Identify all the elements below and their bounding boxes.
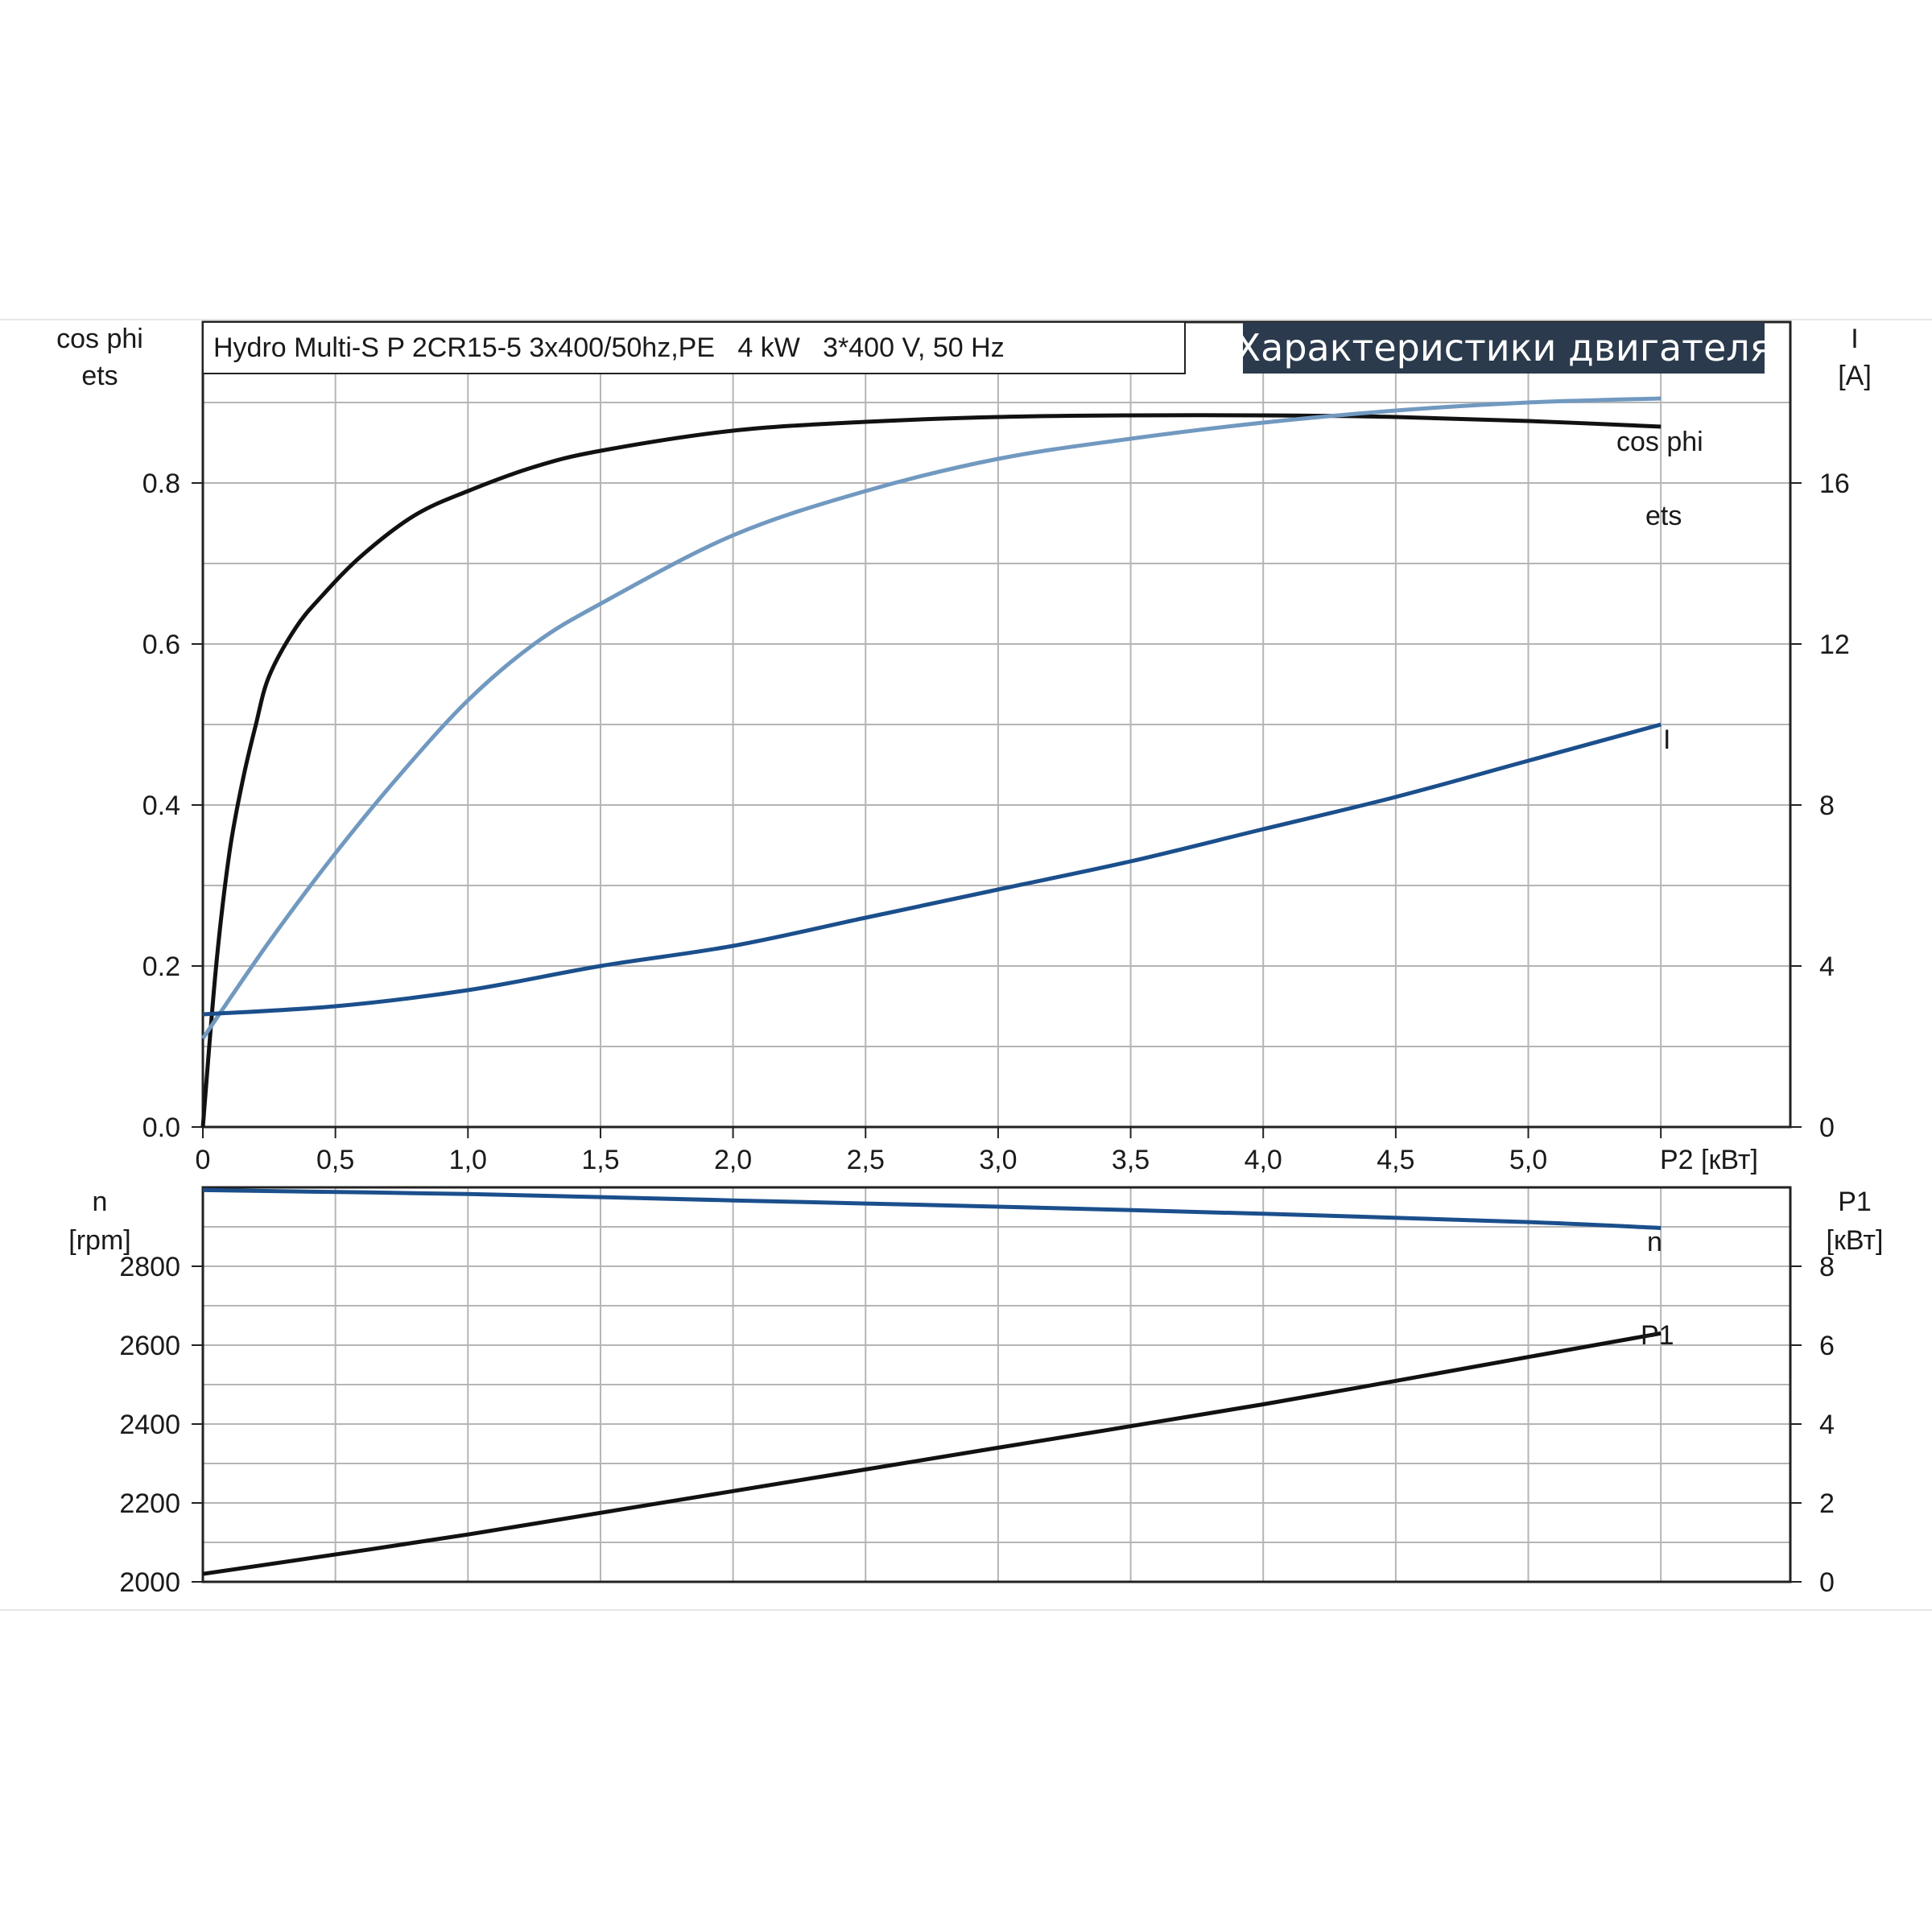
right-tick-label: 8: [1819, 1252, 1835, 1282]
right-tick-label: 4: [1819, 952, 1835, 982]
left-axis-label-rpm: [rpm]: [68, 1225, 130, 1256]
x-tick-label: 2,5: [847, 1145, 885, 1175]
series-line-ets: [200, 413, 1662, 1128]
left-tick-label: 2800: [119, 1252, 180, 1282]
right-tick-label: 2: [1819, 1488, 1835, 1519]
x-tick-label: 1,5: [581, 1145, 619, 1175]
left-tick-label: 2400: [119, 1410, 180, 1440]
left-axis-label-cos-phi: cos phi: [56, 324, 143, 354]
upper-right-axis-label: I [A]: [1838, 324, 1872, 391]
x-tick-label: 3,0: [979, 1145, 1017, 1175]
upper-gridlines: [203, 321, 1790, 1127]
series-line-n: [202, 1187, 1662, 1230]
chart-title: Hydro Multi-S P 2CR15-5 3x400/50hz,PE 4 …: [213, 332, 1005, 363]
lower-right-tick-labels: 0 2 4 6 8: [1790, 1252, 1835, 1598]
left-tick-label: 0.4: [142, 791, 180, 821]
right-axis-label-P1: P1: [1838, 1187, 1872, 1217]
x-tick-labels: 0 0,5 1,0 1,5 2,0 2,5 3,0 3,5 4,0 4,5 5,0: [196, 1127, 1662, 1175]
left-tick-label: 0.2: [142, 952, 180, 982]
x-axis-label: P2 [кВт]: [1660, 1145, 1758, 1175]
right-tick-label: 0: [1819, 1567, 1835, 1598]
upper-left-tick-labels: 0.0 0.2 0.4 0.6 0.8: [142, 469, 203, 1143]
series-label-n: n: [1647, 1227, 1662, 1257]
left-tick-label: 2600: [119, 1331, 180, 1361]
lower-right-axis-label: P1 [кВт]: [1827, 1187, 1884, 1256]
x-tick-label: 0,5: [316, 1145, 354, 1175]
x-tick-label: 0: [196, 1145, 211, 1175]
x-tick-label: 5,0: [1509, 1145, 1547, 1175]
x-tick-label: 1,0: [449, 1145, 487, 1175]
lower-plot-frame: [201, 1186, 1792, 1583]
right-axis-label-I: I: [1851, 324, 1858, 354]
lower-left-axis-label: n [rpm]: [68, 1187, 130, 1256]
right-tick-label: 6: [1819, 1331, 1835, 1361]
x-tick-label: 4,0: [1245, 1145, 1282, 1175]
right-tick-label: 16: [1819, 469, 1850, 499]
x-tick-label: 3,5: [1112, 1145, 1150, 1175]
right-tick-label: 8: [1819, 791, 1835, 821]
title-box-frame: [202, 321, 1186, 374]
left-axis-label-ets: ets: [81, 361, 118, 391]
right-tick-label: 4: [1819, 1410, 1835, 1440]
right-axis-label-kw: [кВт]: [1827, 1225, 1884, 1256]
upper-left-axis-label: cos phi ets: [56, 324, 143, 391]
series-label-cos-phi: cos phi: [1616, 427, 1703, 457]
lower-series-lines: [202, 1187, 1662, 1576]
upper-right-tick-labels: 0 4 8 12 16: [1790, 469, 1850, 1143]
lower-gridlines: [203, 1187, 1790, 1582]
right-tick-label: 12: [1819, 630, 1850, 660]
left-tick-label: 0.6: [142, 630, 180, 660]
series-line-p1: [202, 1331, 1662, 1576]
series-line-i: [202, 722, 1662, 1017]
series-line-cos-phi: [200, 396, 1662, 1040]
x-tick-label: 4,5: [1377, 1145, 1414, 1175]
banner-title: Характеристики двигателя: [1236, 326, 1773, 369]
left-tick-label: 0.0: [142, 1113, 180, 1143]
left-tick-label: 2000: [119, 1567, 180, 1598]
series-label-I: I: [1663, 724, 1670, 755]
banner-background: [1243, 322, 1765, 374]
x-tick-label: 2,0: [714, 1145, 752, 1175]
series-label-ets: ets: [1645, 501, 1682, 531]
upper-series-lines: [200, 396, 1662, 1128]
right-axis-label-A: [A]: [1838, 361, 1872, 391]
left-axis-label-n: n: [93, 1187, 108, 1217]
left-tick-label: 0.8: [142, 469, 180, 499]
series-label-P1: P1: [1641, 1320, 1674, 1351]
left-tick-label: 2200: [119, 1488, 180, 1519]
banner: Характеристики двигателя: [1236, 322, 1773, 374]
right-tick-label: 0: [1819, 1113, 1835, 1143]
lower-left-tick-labels: 2000 2200 2400 2600 2800: [119, 1252, 203, 1598]
title-box: Hydro Multi-S P 2CR15-5 3x400/50hz,PE 4 …: [202, 321, 1186, 374]
